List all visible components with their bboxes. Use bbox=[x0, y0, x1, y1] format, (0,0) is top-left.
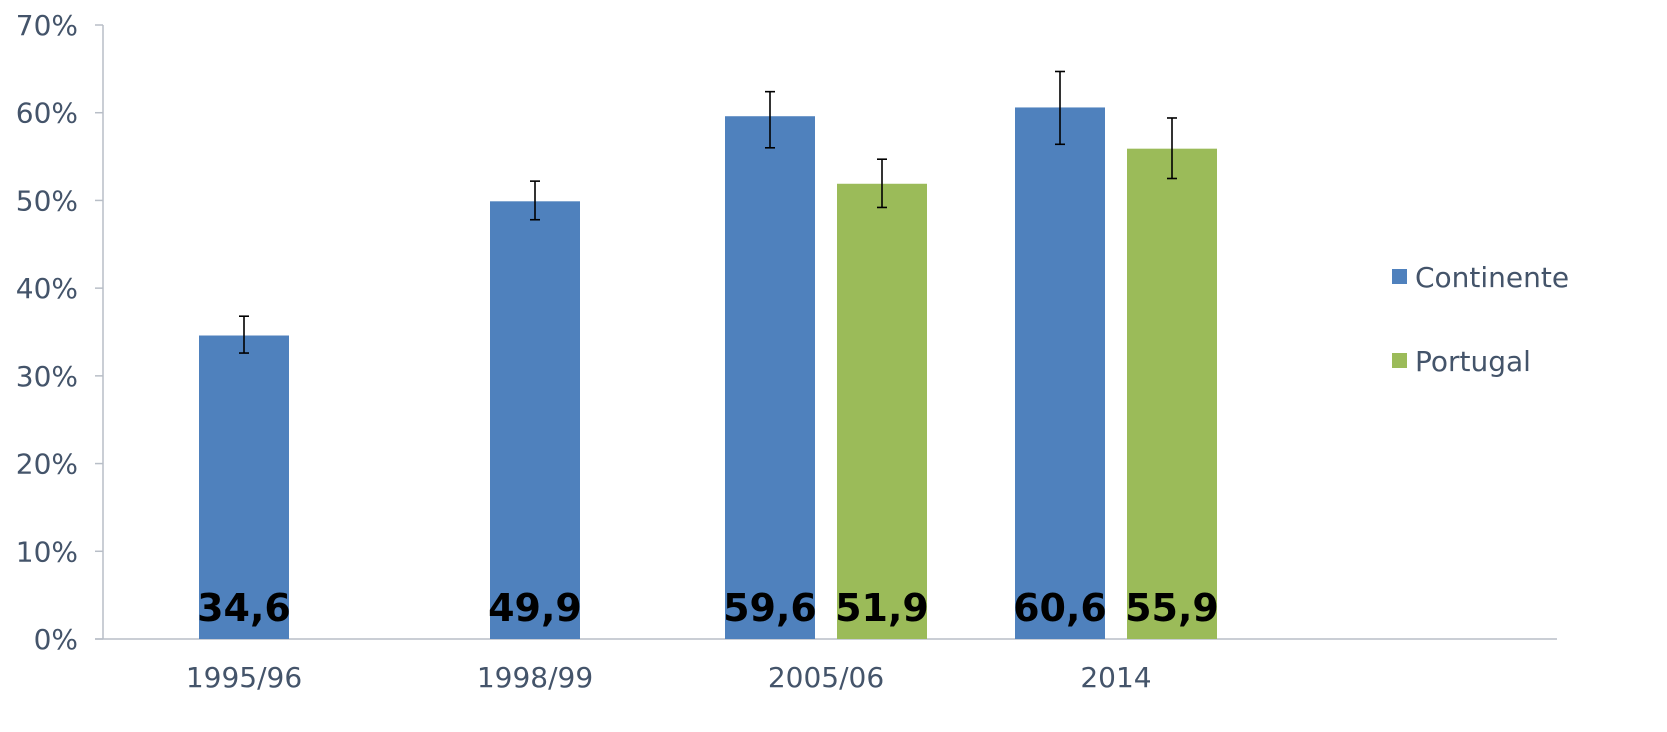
data-label: 49,9 bbox=[488, 586, 582, 630]
data-labels: 34,6 49,9 59,6 51,9 60,6 55,9 bbox=[197, 586, 1219, 630]
data-label: 60,6 bbox=[1013, 586, 1107, 630]
x-tick-label: 2005/06 bbox=[768, 661, 884, 694]
data-label: 34,6 bbox=[197, 586, 291, 630]
y-tick-label: 20% bbox=[16, 448, 78, 481]
legend-swatch-portugal bbox=[1392, 353, 1407, 368]
data-label: 59,6 bbox=[723, 586, 817, 630]
y-tick-label: 40% bbox=[16, 272, 78, 305]
y-tick-label: 60% bbox=[16, 97, 78, 130]
y-axis: 0% 10% 20% 30% 40% 50% 60% 70% bbox=[16, 9, 104, 656]
y-tick-label: 70% bbox=[16, 9, 78, 42]
y-tick-label: 10% bbox=[16, 535, 78, 568]
legend-label-continente: Continente bbox=[1415, 261, 1569, 294]
legend-label-portugal: Portugal bbox=[1415, 345, 1531, 378]
y-tick-label: 50% bbox=[16, 184, 78, 217]
bar-portugal bbox=[1127, 148, 1217, 640]
bars bbox=[199, 107, 1217, 640]
data-label: 55,9 bbox=[1125, 586, 1219, 630]
legend-swatch-continente bbox=[1392, 269, 1407, 284]
error-bars bbox=[239, 70, 1177, 354]
bar-continente bbox=[490, 201, 580, 639]
y-tick-label: 0% bbox=[34, 623, 78, 656]
x-tick-label: 1995/96 bbox=[186, 661, 302, 694]
legend: Continente Portugal bbox=[1392, 261, 1569, 378]
x-tick-label: 1998/99 bbox=[477, 661, 593, 694]
bar-continente bbox=[725, 116, 815, 640]
x-axis: 1995/96 1998/99 2005/06 2014 bbox=[95, 638, 1557, 694]
y-tick-label: 30% bbox=[16, 360, 78, 393]
x-tick-label: 2014 bbox=[1080, 661, 1151, 694]
bar-continente bbox=[1015, 107, 1105, 640]
data-label: 51,9 bbox=[835, 586, 929, 630]
bar-continente bbox=[199, 335, 289, 639]
bar-portugal bbox=[837, 183, 927, 639]
